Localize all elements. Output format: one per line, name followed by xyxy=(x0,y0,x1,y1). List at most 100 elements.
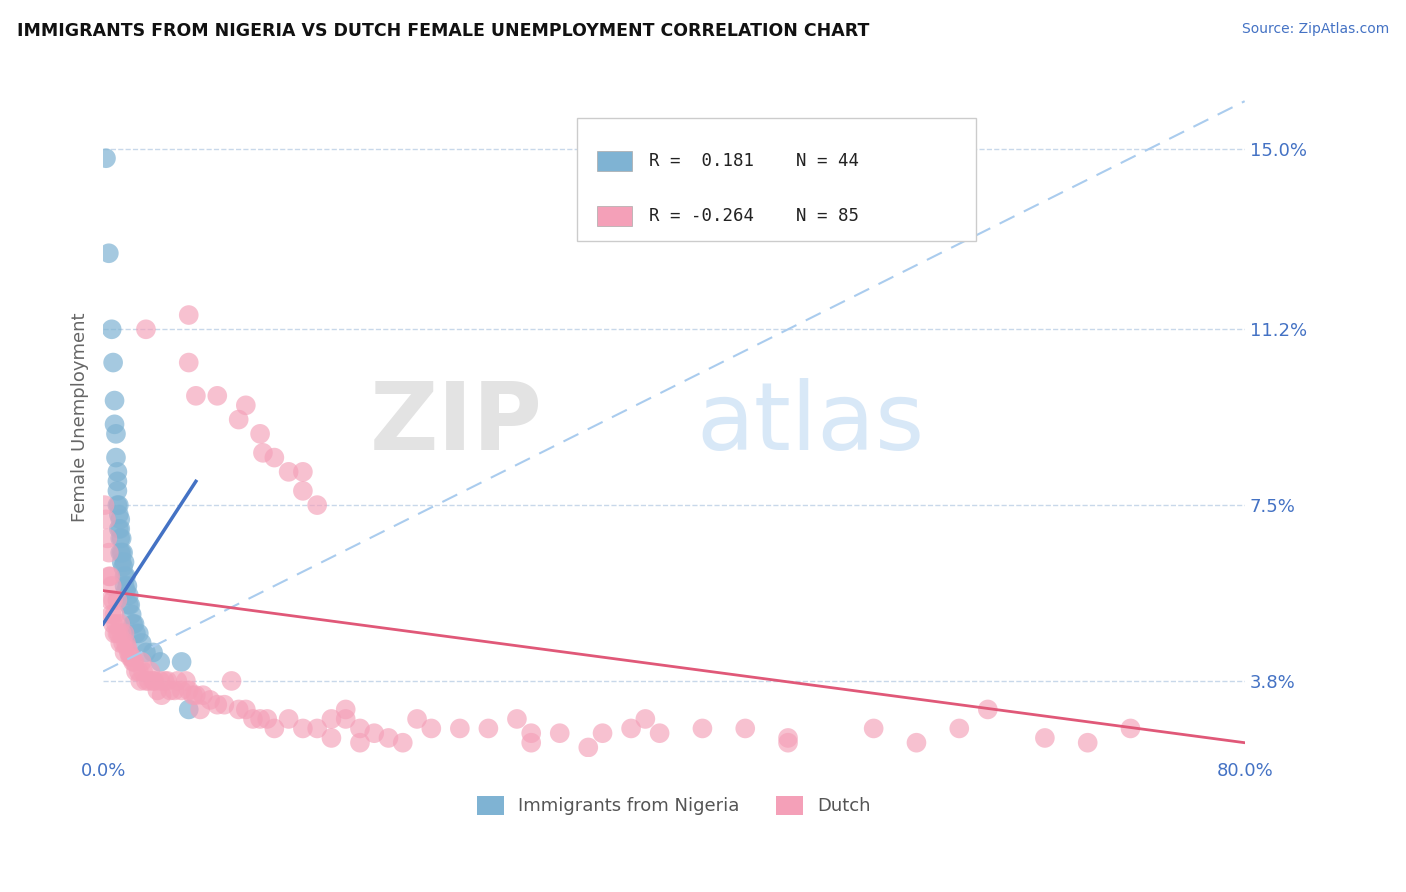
Point xyxy=(592,726,614,740)
Point xyxy=(131,636,153,650)
Point xyxy=(692,722,714,736)
Point xyxy=(117,579,139,593)
Point xyxy=(115,569,138,583)
Point xyxy=(120,650,142,665)
Point xyxy=(105,593,128,607)
Point xyxy=(150,688,173,702)
Point xyxy=(108,522,131,536)
Point xyxy=(198,693,221,707)
Point xyxy=(112,636,135,650)
Point xyxy=(277,712,299,726)
Point xyxy=(242,712,264,726)
Point xyxy=(103,393,125,408)
Point xyxy=(112,546,135,560)
Point xyxy=(177,355,200,369)
Point xyxy=(100,322,122,336)
Bar xyxy=(598,151,631,171)
Point xyxy=(188,702,211,716)
Point xyxy=(97,569,120,583)
Bar xyxy=(598,206,631,227)
Point xyxy=(905,736,928,750)
Point xyxy=(648,726,671,740)
Point xyxy=(948,722,970,736)
Point xyxy=(139,665,162,679)
Point xyxy=(149,655,172,669)
Point xyxy=(105,498,128,512)
Point xyxy=(94,151,117,165)
Point xyxy=(110,522,132,536)
Point xyxy=(277,465,299,479)
Point xyxy=(97,546,120,560)
Point xyxy=(115,583,138,598)
Point xyxy=(108,626,131,640)
Point xyxy=(105,475,128,489)
Point xyxy=(291,722,314,736)
Point xyxy=(128,626,150,640)
Point xyxy=(131,655,153,669)
Point xyxy=(335,702,357,716)
Point xyxy=(181,688,204,702)
Point xyxy=(142,645,165,659)
Point xyxy=(252,446,274,460)
Point xyxy=(124,616,146,631)
Point xyxy=(114,626,136,640)
Point xyxy=(111,546,134,560)
Point xyxy=(576,740,599,755)
Point xyxy=(256,712,278,726)
Point xyxy=(110,532,132,546)
Point xyxy=(132,665,155,679)
Point xyxy=(114,555,136,569)
Point xyxy=(520,726,543,740)
Point xyxy=(105,626,128,640)
Point xyxy=(177,702,200,716)
Point xyxy=(548,726,571,740)
Point xyxy=(170,655,193,669)
Text: ZIP: ZIP xyxy=(370,378,543,470)
Point xyxy=(111,626,134,640)
Y-axis label: Female Unemployment: Female Unemployment xyxy=(72,312,89,522)
Point xyxy=(235,702,257,716)
Point xyxy=(101,355,124,369)
Point xyxy=(349,736,371,750)
Point xyxy=(96,532,118,546)
Point xyxy=(138,673,160,688)
Point xyxy=(120,598,142,612)
Point xyxy=(177,683,200,698)
Point xyxy=(620,722,643,736)
Point xyxy=(263,722,285,736)
Point xyxy=(98,569,121,583)
Text: R =  0.181    N = 44: R = 0.181 N = 44 xyxy=(648,152,859,170)
Point xyxy=(110,616,132,631)
Point xyxy=(184,389,207,403)
Point xyxy=(100,607,122,622)
Point xyxy=(122,616,145,631)
Point xyxy=(477,722,499,736)
Point xyxy=(108,498,131,512)
Point xyxy=(121,607,143,622)
Point xyxy=(114,569,136,583)
Point xyxy=(93,498,115,512)
Point xyxy=(1119,722,1142,736)
Point xyxy=(291,483,314,498)
Point xyxy=(149,673,172,688)
Point xyxy=(776,731,799,745)
Point xyxy=(142,673,165,688)
Point xyxy=(420,722,443,736)
Point xyxy=(98,593,121,607)
Point xyxy=(191,688,214,702)
Point xyxy=(349,722,371,736)
Point xyxy=(105,465,128,479)
Point xyxy=(207,389,229,403)
Point xyxy=(153,673,176,688)
Point xyxy=(114,645,136,659)
Point xyxy=(291,465,314,479)
Point xyxy=(170,683,193,698)
Point xyxy=(235,398,257,412)
Point xyxy=(135,645,157,659)
Text: IMMIGRANTS FROM NIGERIA VS DUTCH FEMALE UNEMPLOYMENT CORRELATION CHART: IMMIGRANTS FROM NIGERIA VS DUTCH FEMALE … xyxy=(17,22,869,40)
Point xyxy=(228,412,250,426)
Text: R = -0.264    N = 85: R = -0.264 N = 85 xyxy=(648,207,859,225)
Point xyxy=(103,607,125,622)
Point xyxy=(146,683,169,698)
Point xyxy=(128,665,150,679)
